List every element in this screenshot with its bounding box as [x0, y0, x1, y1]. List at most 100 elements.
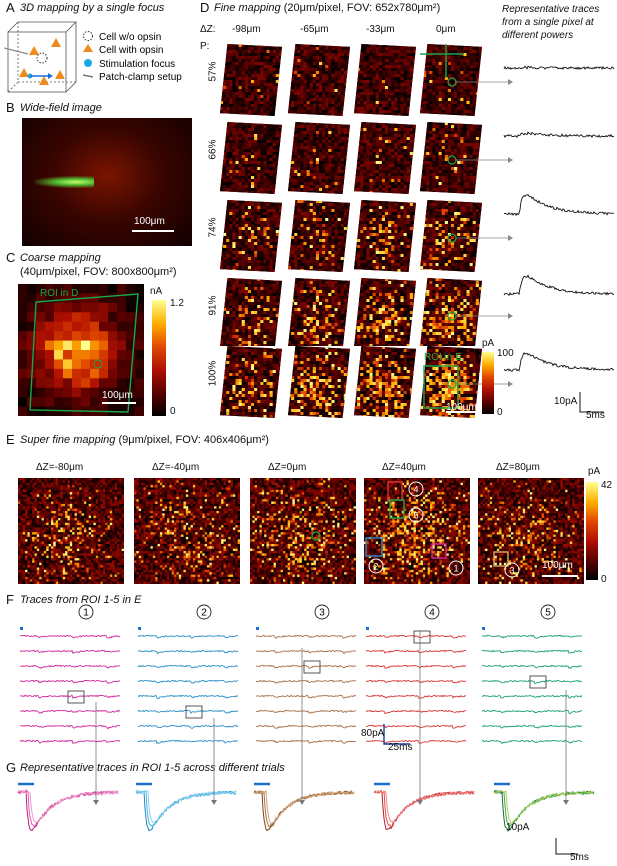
- trial-overlay-trace: [253, 789, 355, 825]
- fine-map-tile: [354, 346, 416, 418]
- fine-map-tile: [288, 44, 350, 116]
- panel-g-scale-y: 10pA: [506, 822, 529, 833]
- panel-c-cb-min: 0: [170, 406, 176, 417]
- fine-map-tile: [220, 44, 282, 116]
- trial-trace: [365, 664, 467, 670]
- panel-e-title-line: Super fine mapping (9μm/pixel, FOV: 406x…: [20, 434, 269, 446]
- fine-map-tile: [288, 346, 350, 418]
- roi-number: 3: [509, 566, 514, 576]
- trace-selection-box: [529, 675, 547, 689]
- dashed-circle-icon: [83, 31, 93, 41]
- panel-d-traces-title-1: Representative traces: [502, 4, 599, 15]
- panel-d-dz-2: -33μm: [366, 24, 395, 35]
- trial-overlay-trace: [253, 790, 355, 828]
- super-fine-map: [134, 478, 240, 584]
- trial-trace: [255, 739, 356, 744]
- panel-d-traces: [503, 65, 615, 413]
- f-scalebar: [383, 724, 410, 745]
- trial-trace: [137, 694, 239, 700]
- panel-c-colorbar: [152, 300, 166, 416]
- trial-trace: [481, 634, 583, 639]
- fine-map-tile: [354, 278, 416, 350]
- panel-d-dz-1: -65μm: [300, 24, 329, 35]
- roi-number: 2: [373, 562, 378, 572]
- panel-c-title: Coarse mapping: [20, 252, 101, 264]
- panel-b-scalebar-label: 100μm: [134, 216, 165, 227]
- power-trace: [503, 194, 614, 217]
- super-fine-map: [250, 478, 356, 584]
- trial-trace: [137, 709, 239, 714]
- panel-g-scale-x: 5ms: [570, 852, 589, 863]
- trial-trace: [255, 709, 357, 714]
- roi-number-circle: [504, 562, 520, 578]
- svg-text:Patch-clamp setup: Patch-clamp setup: [99, 72, 182, 83]
- svg-text:Stimulation focus: Stimulation focus: [99, 59, 175, 70]
- panel-c-roi-label: ROI in D: [40, 288, 78, 299]
- dz-label: ΔZ=-40μm: [152, 462, 199, 473]
- trial-trace: [365, 694, 467, 700]
- trial-trace: [481, 664, 583, 669]
- trial-trace: [365, 709, 467, 714]
- super-fine-map: [364, 478, 470, 584]
- fine-map-tile: [420, 122, 482, 194]
- panel-d-colorbar: [482, 352, 494, 414]
- fine-map-tile: [420, 278, 482, 350]
- trial-trace: [255, 724, 357, 729]
- roi-number: 2: [201, 608, 207, 619]
- trial-trace: [19, 694, 121, 699]
- panel-a-letter: A: [6, 0, 15, 15]
- panel-d-dz-0: -98μm: [232, 24, 261, 35]
- trial-overlay-trace: [17, 789, 119, 827]
- stim-marker: [366, 627, 369, 630]
- panel-c-scalebar-label: 100μm: [102, 390, 133, 401]
- roi-box: [493, 551, 509, 567]
- fine-map-tile: [420, 346, 482, 418]
- roi-number-circle: [448, 560, 464, 576]
- fine-map-tile: [288, 122, 350, 194]
- panel-d-dz-label: ΔZ:: [200, 24, 216, 35]
- fine-map-tile: [220, 200, 282, 272]
- roi-box: [431, 543, 447, 559]
- panel-f-scale-y: 80pA: [361, 728, 384, 739]
- fine-map-tile: [220, 122, 282, 194]
- panel-g-title: Representative traces in ROI 1-5 across …: [20, 762, 285, 774]
- roi-number-circle: [540, 604, 556, 620]
- trial-trace: [255, 694, 357, 699]
- trace-selection-box: [67, 690, 85, 704]
- orange-triangle-icon: [83, 44, 93, 52]
- fine-map-tile: [220, 346, 282, 418]
- panel-c-subtitle: (40μm/pixel, FOV: 800x800μm²): [20, 266, 177, 278]
- panel-d-cb-min: 0: [497, 407, 503, 418]
- roi-number: 4: [429, 608, 435, 619]
- panel-e-cb-max: 42: [601, 480, 612, 491]
- panel-d-letter: D: [200, 0, 209, 15]
- trace-selection-box: [413, 630, 431, 644]
- roi-number-circle: [314, 604, 330, 620]
- dz-label: ΔZ=-80μm: [36, 462, 83, 473]
- fine-map-tile: [288, 278, 350, 350]
- trial-trace: [255, 649, 357, 655]
- roi-number-circle: [196, 604, 212, 620]
- roi-number-circle: [408, 481, 424, 497]
- panel-e-colorbar: [586, 482, 598, 580]
- power-trace: [503, 65, 615, 71]
- trial-trace: [481, 679, 582, 685]
- panel-d-traces-title-2: from a single pixel at: [502, 17, 594, 28]
- roi-box: [365, 537, 383, 557]
- roi-number-circle: [368, 558, 384, 574]
- panel-g-traces: [17, 782, 595, 855]
- svg-text:Cell with opsin: Cell with opsin: [99, 45, 163, 56]
- panel-d-roi-label: ROI in E: [424, 352, 462, 363]
- panel-c-cb-unit: nA: [150, 286, 162, 297]
- panel-d-subtitle: (20μm/pixel, FOV: 652x780μm²): [284, 2, 441, 14]
- trial-trace: [19, 679, 121, 684]
- fine-map-tile: [354, 44, 416, 116]
- panel-a-schematic: Cell w/o opsin Cell with opsin Stimulati…: [4, 21, 182, 93]
- stim-marker: [256, 627, 259, 630]
- trial-trace: [137, 634, 239, 639]
- panel-d-cb-max: 100: [497, 348, 514, 359]
- fine-map-tile: [420, 200, 482, 272]
- trial-overlay-trace: [253, 789, 355, 832]
- trial-overlay-trace: [135, 789, 237, 823]
